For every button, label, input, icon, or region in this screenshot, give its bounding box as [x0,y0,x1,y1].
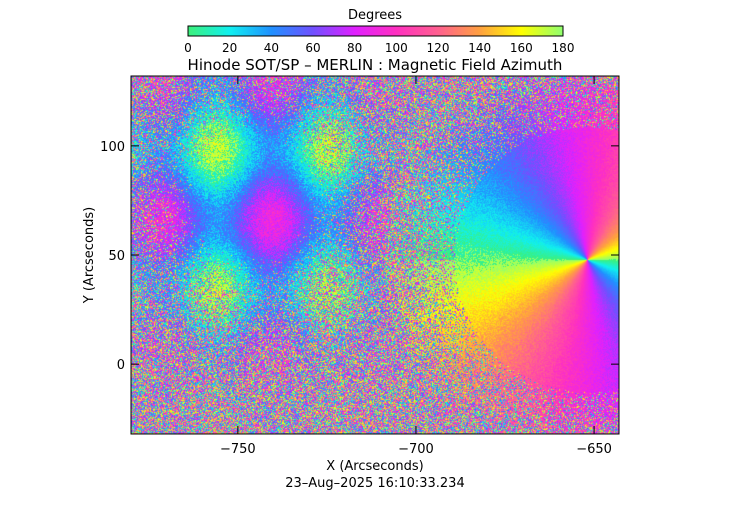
x-tick-label: −650 [576,442,612,457]
colorbar-tick-label: 20 [222,41,237,55]
timestamp: 23–Aug–2025 16:10:33.234 [285,476,464,491]
colorbar-tick-label: 120 [427,41,450,55]
colorbar-tick-label: 180 [552,41,575,55]
colorbar-tick-label: 40 [264,41,279,55]
colorbar-ticks: 0 20 40 60 80 100 120 140 160 180 [184,41,574,55]
y-tick-label: 100 [100,140,125,155]
chart-title: Hinode SOT/SP – MERLIN : Magnetic Field … [188,56,563,74]
x-tick-label: −750 [220,442,256,457]
colorbar-tick-label: 80 [347,41,362,55]
x-axis: −750−700−650−600 [220,76,612,457]
y-axis-label: Y (Arcseconds) [82,207,97,304]
colorbar-tick-label: 100 [385,41,408,55]
x-axis-label: X (Arcseconds) [326,459,423,474]
colorbar-tick-label: 140 [468,41,491,55]
y-axis: 0 50 100 [100,140,619,373]
colorbar-tick-label: 160 [510,41,533,55]
colorbar-tick-label: 0 [184,41,192,55]
y-tick-label: 50 [108,249,125,264]
colorbar-strip [187,25,564,37]
x-tick-label: −700 [398,442,434,457]
colorbar: Degrees 0 20 40 60 80 100 120 140 160 180 [184,8,574,55]
y-tick-label: 0 [117,358,125,373]
colorbar-tick-label: 60 [305,41,320,55]
colorbar-label: Degrees [348,8,402,23]
azimuth-map [131,76,619,434]
